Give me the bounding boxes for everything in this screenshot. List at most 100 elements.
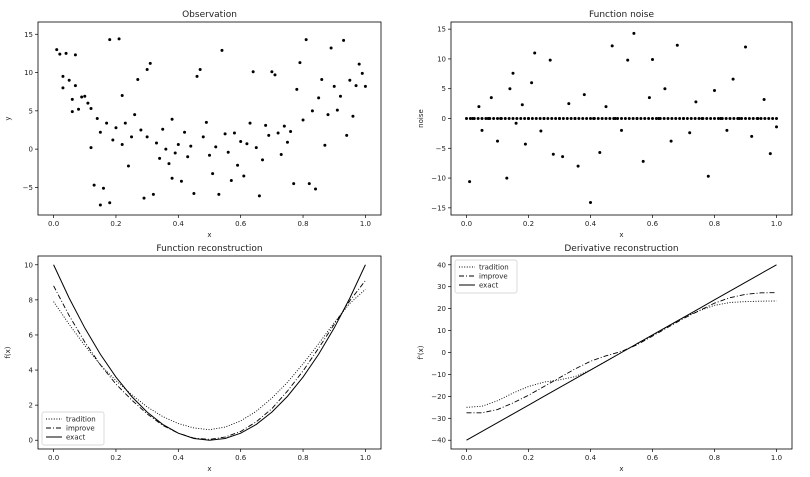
scatter-point (198, 67, 202, 71)
y-tick-label: −10 (431, 175, 446, 183)
scatter-point (320, 77, 324, 81)
scatter-point (647, 117, 651, 120)
scatter-point (67, 78, 71, 82)
scatter-point (503, 117, 507, 120)
y-tick-label: 4 (29, 367, 34, 375)
scatter-point (55, 48, 59, 52)
scatter-point (360, 71, 364, 75)
scatter-point (488, 117, 492, 120)
x-axis-label: x (619, 465, 623, 473)
scatter-point (123, 121, 127, 125)
scatter-point (523, 142, 527, 146)
scatter-point (697, 117, 701, 120)
scatter-point (492, 117, 496, 120)
scatter-point (223, 132, 227, 136)
scatter-point (550, 117, 554, 120)
scatter-point (114, 126, 118, 130)
y-tick-label: 5 (29, 107, 33, 115)
scatter-point (716, 117, 720, 120)
scatter-point (73, 53, 77, 57)
x-tick-label: 1.0 (771, 220, 782, 228)
scatter-point (507, 117, 511, 120)
scatter-point (164, 147, 168, 151)
scatter-point (130, 135, 134, 139)
scatter-point (508, 87, 512, 91)
scatter-point (484, 117, 488, 120)
scatter-point (58, 52, 62, 56)
x-tick-label: 0.4 (585, 220, 597, 228)
y-tick-label: −15 (431, 204, 446, 212)
x-tick-label: 0.8 (297, 220, 308, 228)
legend-label-tradition: tradition (479, 264, 509, 272)
scatter-point (89, 107, 93, 111)
y-tick-label: 0 (442, 115, 446, 123)
y-axis-label: noise (417, 109, 425, 128)
scatter-point (176, 143, 180, 147)
scatter-point (682, 117, 685, 120)
scatter-point (248, 121, 252, 125)
scatter-point (232, 131, 236, 135)
chart-title: Derivative reconstruction (564, 244, 678, 254)
scatter-point (631, 117, 635, 120)
scatter-point (304, 38, 308, 42)
scatter-point (139, 128, 143, 132)
x-tick-label: 1.0 (771, 454, 782, 462)
subplot-2: Function noise 0.0 0.2 0.4 0.6 0.8 1.0 −15 −10 −5… (417, 10, 793, 239)
scatter-point (80, 95, 84, 99)
x-tick-label: 0.2 (523, 220, 534, 228)
scatter-point (740, 117, 744, 120)
scatter-point (476, 117, 480, 120)
scatter-point (183, 130, 187, 134)
scatter-point (273, 73, 277, 77)
x-tick-label: 0.2 (110, 220, 121, 228)
x-tick-label: 0.8 (709, 220, 720, 228)
scatter-point (64, 51, 68, 55)
chart-title: Function reconstruction (156, 244, 262, 254)
scatter-point (694, 100, 698, 104)
x-axis-label: x (619, 231, 623, 239)
scatter-point (598, 150, 602, 154)
scatter-point (323, 143, 327, 147)
scatter-point (211, 172, 215, 176)
scatter-point (569, 117, 573, 120)
scatter-point (351, 114, 355, 118)
scatter-point (701, 117, 705, 120)
data-layer (466, 264, 777, 441)
x-tick-label: 0.6 (235, 220, 247, 228)
scatter-point (61, 74, 65, 78)
series-line-tradition (53, 289, 366, 431)
scatter-point (229, 179, 233, 183)
scatter-point (170, 117, 174, 121)
scatter-point (542, 117, 546, 120)
scatter-point (581, 117, 585, 120)
scatter-point (585, 117, 589, 120)
scatter-point (496, 139, 499, 143)
scatter-point (519, 117, 523, 120)
scatter-point (314, 187, 318, 191)
scatter-point (706, 174, 710, 178)
scatter-point (705, 117, 709, 120)
scatter-point (189, 144, 193, 148)
series-line-exact (466, 264, 777, 441)
scatter-point (136, 77, 140, 81)
y-tick-label: 5 (442, 85, 446, 93)
scatter-point (632, 31, 636, 35)
scatter-point (345, 133, 349, 137)
y-tick-label: 6 (29, 331, 34, 339)
y-tick-label: 40 (437, 261, 446, 269)
legend-label-tradition: tradition (66, 416, 96, 424)
y-tick-label: −10 (431, 371, 446, 379)
scatter-point (477, 105, 481, 109)
scatter-point (530, 81, 534, 85)
y-tick-label: 15 (24, 31, 33, 39)
scatter-point (89, 146, 93, 150)
scatter-point (567, 102, 571, 106)
scatter-point (538, 117, 542, 120)
y-tick-label: 15 (437, 26, 446, 34)
scatter-point (148, 61, 152, 65)
scatter-point (546, 117, 550, 120)
y-tick-label: 10 (24, 261, 33, 269)
scatter-point (307, 182, 311, 186)
scatter-point (217, 192, 221, 196)
